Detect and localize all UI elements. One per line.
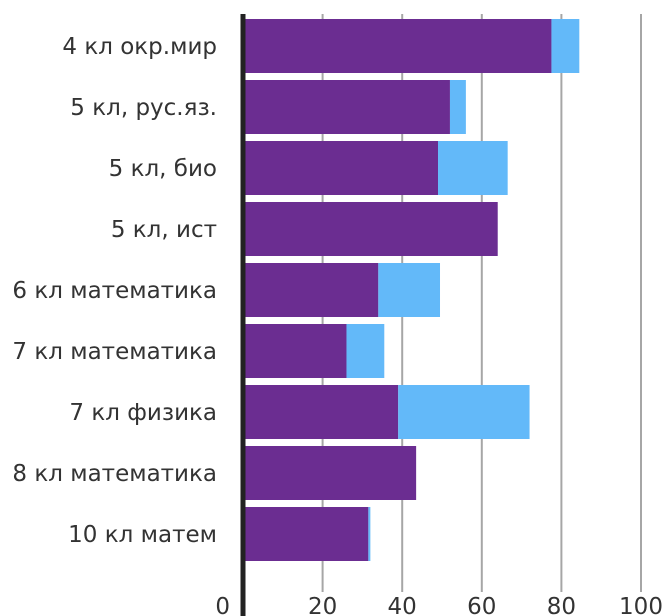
category-label: 6 кл математика <box>12 278 217 304</box>
bar-series-1 <box>243 507 369 561</box>
x-tick-label: 40 <box>388 594 417 616</box>
x-tick-label: 60 <box>467 594 496 616</box>
bar-series-1 <box>243 385 399 439</box>
bar-series-1 <box>243 446 417 500</box>
bar-series-2 <box>368 507 371 561</box>
x-tick-label: 20 <box>308 594 337 616</box>
category-label: 10 кл матем <box>68 522 217 548</box>
category-labels: 4 кл окр.мир 5 кл, рус.яз. 5 кл, био 5 кл, … <box>12 34 217 548</box>
category-label: 8 кл математика <box>12 461 217 487</box>
x-tick-label: 100 <box>619 594 663 616</box>
category-label: 5 кл, ист <box>111 217 217 243</box>
bar-series-2 <box>551 19 580 73</box>
category-label: 4 кл окр.мир <box>62 34 217 60</box>
bar-series-2 <box>449 80 466 134</box>
bar-series-1 <box>243 141 439 195</box>
x-tick-labels: 0 20 40 60 80 100 <box>215 594 663 616</box>
bar-series-1 <box>243 324 347 378</box>
bar-series-1 <box>243 80 450 134</box>
bar-series-2 <box>346 324 385 378</box>
category-label: 7 кл физика <box>69 400 217 426</box>
bar-series-1 <box>243 263 379 317</box>
category-label: 5 кл, рус.яз. <box>70 95 217 121</box>
category-label: 7 кл математика <box>12 339 217 365</box>
x-tick-label: 80 <box>547 594 576 616</box>
category-label: 5 кл, био <box>109 156 217 182</box>
bar-series-2 <box>398 385 530 439</box>
bar-series-2 <box>378 263 441 317</box>
bar-series-2 <box>438 141 508 195</box>
bars <box>243 19 580 561</box>
x-tick-label: 0 <box>215 594 230 616</box>
bar-series-1 <box>243 202 498 256</box>
bar-series-1 <box>243 19 552 73</box>
